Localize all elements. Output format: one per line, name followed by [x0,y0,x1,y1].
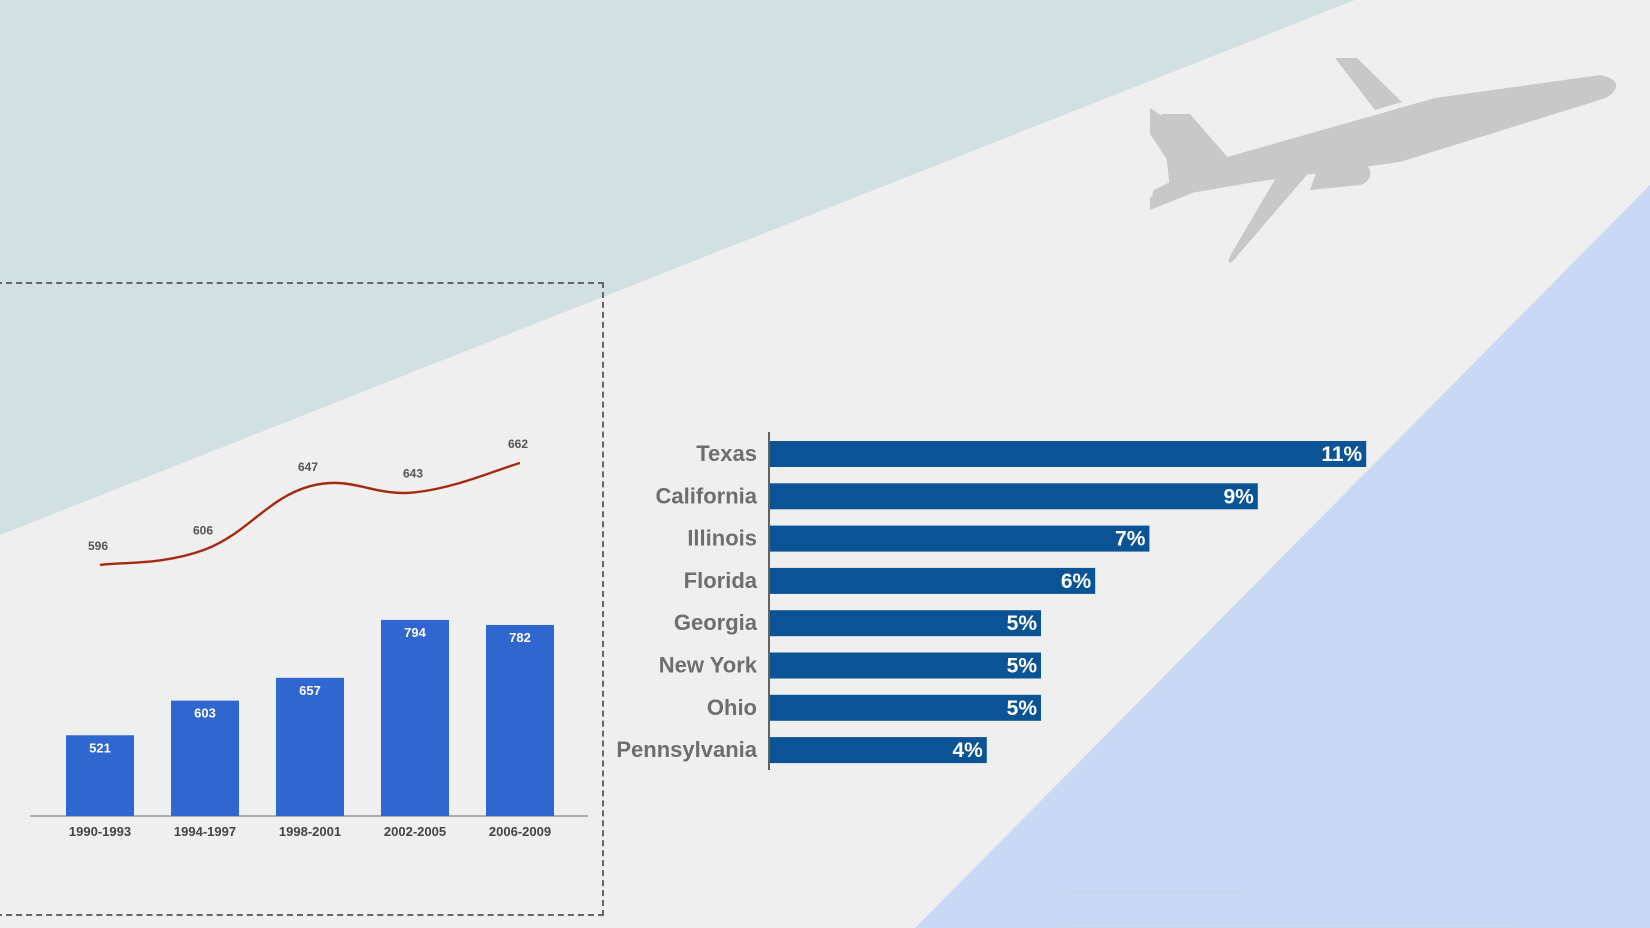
column-value-label: 521 [89,740,111,755]
hbar-bar [770,652,1041,679]
hbar-category-label: Florida [684,568,758,593]
column-value-label: 603 [194,706,216,721]
hbar-category-label: California [656,483,758,508]
line-value-label: 662 [508,437,528,451]
line-value-label: 596 [88,539,108,553]
x-tick-label: 2002-2005 [384,824,446,839]
line-value-label: 647 [298,460,318,474]
hbar-value-label: 5% [1007,697,1038,720]
hbar-value-label: 5% [1007,612,1038,635]
hbar-value-label: 7% [1115,528,1146,551]
hbar-value-label: 9% [1223,485,1254,508]
hbar-value-label: 4% [952,739,983,762]
teal-band [0,0,1355,535]
column-bar [171,700,239,816]
hbar-category-label: New York [659,653,758,678]
hbar-category-label: Ohio [707,695,757,720]
hbar-category-label: Georgia [674,610,758,635]
column-bar [276,677,344,816]
hbar-bar [770,610,1041,637]
hbar-value-label: 11% [1321,443,1362,466]
hbar-bar [770,525,1150,552]
dashed-frame [0,282,604,916]
hbar-category-label: Texas [696,441,757,466]
column-value-label: 794 [404,625,426,640]
column-bar [486,624,554,816]
x-tick-label: 1994-1997 [174,824,236,839]
series-line [99,461,521,567]
line-value-label: 643 [403,466,423,480]
hbar-bar [770,567,1096,594]
hbar-value-label: 5% [1007,655,1038,678]
hbar-category-label: Pennsylvania [616,737,757,762]
x-tick-label: 1998-2001 [279,824,341,839]
column-bar [66,735,134,816]
hbar-bar [770,737,987,764]
hbar-category-label: Illinois [687,526,757,551]
column-bar [381,619,449,816]
decorative-line-upper [1068,892,1240,893]
hbar-bar [770,483,1258,510]
hbar-value-label: 6% [1061,570,1092,593]
x-tick-label: 2006-2009 [489,824,551,839]
hbar-bar [770,441,1367,467]
blue-band [915,185,1650,928]
column-value-label: 782 [509,630,531,645]
x-tick-label: 1990-1993 [69,824,131,839]
decorative-line-lower [1068,922,1518,923]
line-value-label: 606 [193,524,213,538]
column-value-label: 657 [299,683,321,698]
airplane-icon [1150,58,1617,263]
hbar-bar [770,694,1041,721]
